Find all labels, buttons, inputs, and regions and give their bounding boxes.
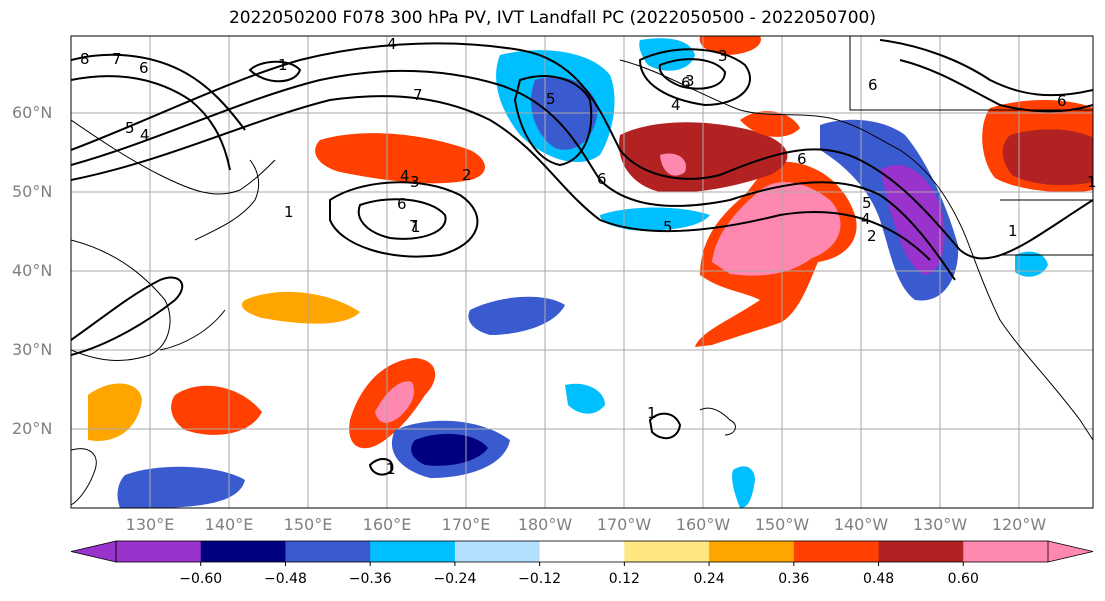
- lon-label: 120°W: [991, 515, 1047, 534]
- contour-label: 7: [112, 50, 122, 68]
- colorbar-tick-label: 0.12: [608, 571, 640, 587]
- contour-label: 3: [718, 47, 728, 65]
- contour-label: 1: [278, 56, 288, 74]
- contour-label: 4: [140, 126, 150, 144]
- contour-label: 6: [797, 150, 807, 168]
- contour-label: 8: [80, 50, 90, 68]
- contour-label: 6: [681, 74, 691, 92]
- lat-label: 20°N: [12, 419, 53, 438]
- pv-contours: [71, 39, 1093, 476]
- lat-label: 50°N: [12, 182, 53, 201]
- contour-label: 4: [671, 96, 681, 114]
- contour-label: 5: [663, 218, 673, 236]
- contour-label: 6: [868, 76, 878, 94]
- contour-label: 2: [462, 166, 472, 184]
- contour-label: 1: [1087, 173, 1097, 191]
- colorbar-extend-max: [1047, 540, 1094, 563]
- colorbar-segment: [370, 541, 456, 562]
- contour-label: 4: [387, 35, 397, 53]
- map-title: 2022050200 F078 300 hPa PV, IVT Landfall…: [228, 8, 876, 28]
- colorbar-tick-label: 0.24: [693, 571, 725, 587]
- contour-label: 6: [1057, 92, 1067, 110]
- ivt-shading: [88, 36, 1093, 508]
- contour-label: 1: [1008, 222, 1018, 240]
- colorbar-segment: [963, 541, 1049, 562]
- contour-label: 6: [139, 59, 149, 77]
- coastlines: [71, 36, 1093, 506]
- colorbar-tick-label: 0.36: [778, 571, 810, 587]
- colorbar-extend-min: [70, 540, 117, 563]
- contour-label: 6: [597, 170, 607, 188]
- contour-label: 2: [867, 227, 877, 245]
- colorbar-segment: [539, 541, 625, 562]
- colorbar-segment: [200, 541, 286, 562]
- contour-label: 4: [400, 167, 410, 185]
- contour-label: 3: [410, 173, 420, 191]
- colorbar-tick-label: −0.12: [518, 571, 562, 587]
- lon-label: 130°E: [125, 515, 175, 534]
- colorbar-segment: [793, 541, 880, 562]
- lon-label: 150°E: [283, 515, 333, 534]
- lon-label: 180°W: [517, 515, 573, 534]
- colorbar-segment: [624, 541, 710, 562]
- lon-label: 160°E: [362, 515, 412, 534]
- colorbar-tick-label: 0.60: [947, 571, 979, 587]
- colorbar-tick-label: 0.48: [862, 571, 895, 587]
- contour-label: 1: [386, 460, 396, 478]
- contour-label: 1: [411, 218, 421, 236]
- lon-label: 170°W: [596, 515, 652, 534]
- colorbar-segment: [709, 541, 795, 562]
- lon-label: 140°W: [833, 515, 889, 534]
- lon-label: 170°E: [441, 515, 491, 534]
- contour-label: 3: [685, 72, 695, 90]
- contour-label: 6: [397, 195, 407, 213]
- contour-label: 5: [546, 90, 556, 108]
- lat-label: 30°N: [12, 340, 53, 359]
- contour-label: 7: [409, 217, 419, 235]
- lon-label: 130°W: [912, 515, 968, 534]
- contour-label: 5: [125, 119, 135, 137]
- lon-label: 150°W: [754, 515, 810, 534]
- colorbar-tick-label: −0.24: [433, 571, 477, 587]
- contour-label: 1: [647, 404, 657, 422]
- lon-label: 140°E: [204, 515, 254, 534]
- colorbar-segment: [116, 541, 202, 562]
- contour-label: 7: [413, 86, 423, 104]
- colorbar-tick-label: −0.48: [264, 571, 307, 587]
- contour-label: 5: [862, 194, 872, 212]
- colorbar-segment: [285, 541, 371, 562]
- lon-label: 160°W: [675, 515, 731, 534]
- colorbar-segment: [454, 541, 541, 562]
- lat-label: 60°N: [12, 103, 53, 122]
- colorbar-segment: [878, 541, 964, 562]
- contour-label: 1: [284, 203, 294, 221]
- colorbar-tick-label: −0.36: [348, 571, 392, 587]
- lat-label: 40°N: [12, 261, 53, 280]
- colorbar-tick-label: −0.60: [179, 571, 223, 587]
- contour-label: 4: [861, 210, 871, 228]
